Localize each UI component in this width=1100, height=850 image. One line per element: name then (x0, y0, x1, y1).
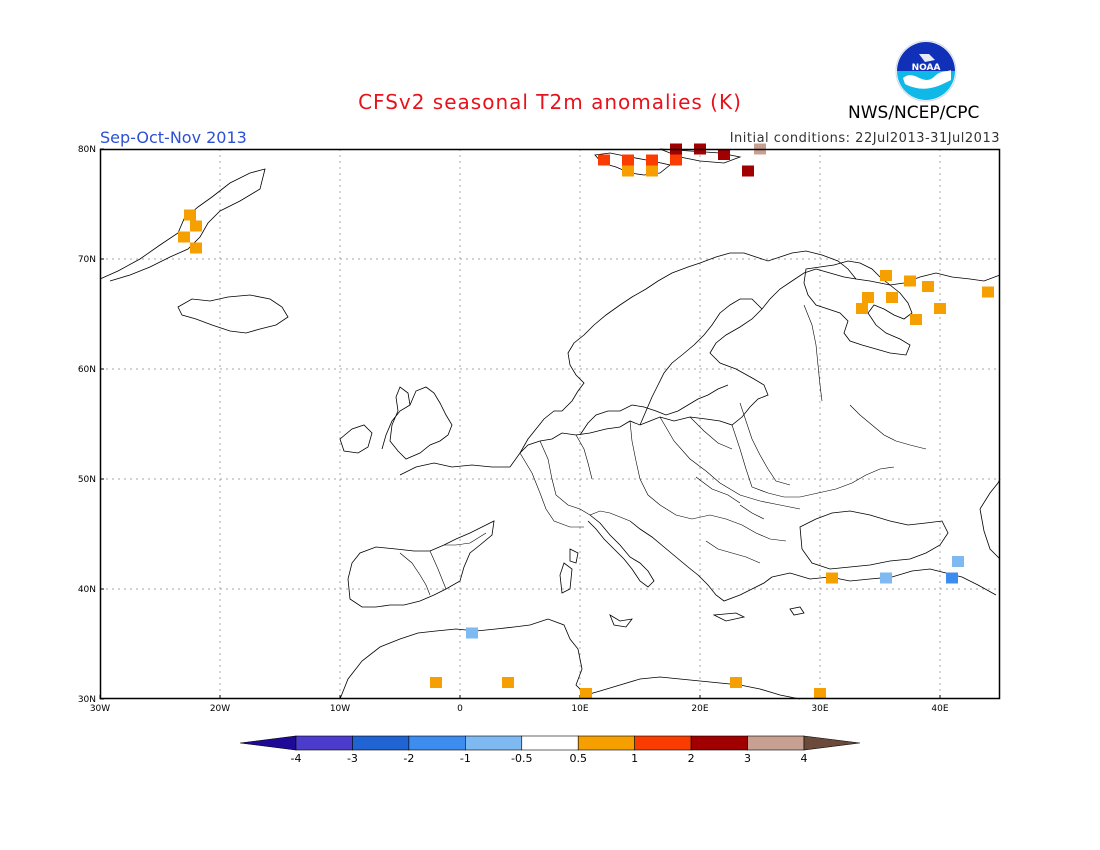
chart-title: CFSv2 seasonal T2m anomalies (K) (358, 90, 742, 114)
lat-tick-label: 60N (78, 365, 96, 375)
border-lines (399, 304, 927, 596)
colorbar-box (634, 735, 692, 751)
anomaly-cell (502, 677, 514, 688)
scandinavia-coast (519, 250, 857, 454)
anomaly-cell (880, 270, 892, 281)
colorbar-label: -0.5 (511, 752, 532, 765)
lon-tick-label: 0 (457, 704, 463, 714)
lat-tick-label: 30N (78, 695, 96, 705)
anomaly-cell (466, 627, 478, 639)
colorbar-label: 0.5 (569, 752, 587, 765)
colorbar-box (577, 735, 635, 751)
season-label: Sep-Oct-Nov 2013 (100, 128, 247, 147)
mediterranean-islands (559, 548, 805, 628)
colorbar-label: -4 (291, 752, 302, 765)
map-grid: 30W 20W 10W 0 10E 20E 30E 40E 30N 40N 50N 60N 70N 80N (78, 145, 1000, 714)
initial-conditions-label: Initial conditions: 22Jul2013-31Jul2013 (729, 131, 1000, 146)
british-isles-coast (339, 386, 453, 460)
anomaly-cell (598, 154, 610, 166)
kola-white-sea-coast (803, 260, 913, 356)
anomaly-cells (178, 143, 994, 699)
anomaly-cell (670, 154, 682, 166)
north-africa-coast (339, 618, 801, 700)
anomaly-cell (856, 303, 868, 314)
colorbar-label: -3 (347, 752, 358, 765)
colorbar-label: 2 (688, 752, 695, 765)
colorbar-box (521, 735, 579, 751)
noaa-logo-text: NOAA (912, 63, 941, 73)
anomaly-cell (862, 292, 874, 303)
anomaly-map: 30W 20W 10W 0 10E 20E 30E 40E 30N 40N 50N 60N 70N 80N (78, 143, 1001, 714)
anomaly-cell (982, 286, 994, 298)
anomaly-cell (880, 572, 892, 584)
anomaly-cell (946, 572, 958, 584)
baltic-coast (579, 384, 729, 436)
colorbar-box (408, 735, 466, 751)
anomaly-cell (622, 165, 634, 177)
anomaly-cell (730, 677, 742, 688)
agency-label: NWS/NCEP/CPC (848, 103, 980, 123)
colorbar-box (295, 735, 353, 751)
anomaly-cell (430, 677, 442, 688)
lon-tick-label: 40E (931, 704, 948, 714)
colorbar-label: 1 (631, 752, 638, 765)
colorbar-label: 4 (801, 752, 808, 765)
anomaly-cell (178, 231, 190, 243)
colorbar-labels: -4 -3 -2 -1 -0.5 0.5 1 2 3 4 (291, 752, 808, 765)
colorbar-label: 3 (744, 752, 751, 765)
lon-tick-label: 20E (691, 704, 708, 714)
caspian-coast (979, 478, 1001, 560)
lat-tick-label: 40N (78, 585, 96, 595)
anomaly-cell (742, 165, 754, 177)
map-frame (99, 148, 1001, 700)
anomaly-cell (922, 281, 934, 292)
colorbar-arrow-high (803, 735, 860, 751)
lon-tick-label: 30E (811, 704, 828, 714)
anomaly-cell (622, 154, 634, 166)
anomaly-cell (190, 242, 202, 254)
anomaly-cell (580, 688, 592, 699)
anomaly-cell (952, 556, 964, 567)
colorbar-label: -2 (403, 752, 414, 765)
iceland-coast (177, 294, 289, 334)
anomaly-cell (910, 314, 922, 325)
lat-tick-label: 50N (78, 475, 96, 485)
iberia-coast (347, 520, 495, 608)
lon-tick-label: 10W (330, 704, 350, 714)
balkans-coast (629, 520, 773, 602)
anomaly-cell (184, 209, 196, 221)
colorbar-box (690, 735, 748, 751)
anomaly-cell (646, 154, 658, 166)
noaa-logo-icon: NOAA (895, 40, 957, 102)
coastlines (99, 148, 1001, 700)
lon-tick-label: 30W (90, 704, 110, 714)
lon-tick-label: 10E (571, 704, 588, 714)
lat-tick-label: 80N (78, 145, 96, 155)
greenland-coast (99, 168, 266, 282)
europe-mainland-coast (399, 268, 1001, 476)
colorbar-box (465, 735, 523, 751)
colorbar-label: -1 (460, 752, 471, 765)
colorbar-boxes (240, 735, 860, 751)
anomaly-cell (934, 303, 946, 314)
anomaly-cell (904, 275, 916, 287)
colorbar-box (352, 735, 410, 751)
anomaly-cell (190, 220, 202, 232)
black-sea-coast (799, 510, 949, 570)
colorbar: -4 -3 -2 -1 -0.5 0.5 1 2 3 4 (240, 735, 860, 765)
colorbar-arrow-low (240, 735, 297, 751)
anomaly-cell (646, 165, 658, 177)
colorbar-box (747, 735, 805, 751)
anomaly-cell (886, 292, 898, 303)
anomaly-cell (718, 149, 730, 160)
lon-tick-label: 20W (210, 704, 230, 714)
lat-tick-label: 70N (78, 255, 96, 265)
anomaly-cell (814, 688, 826, 699)
anomaly-cell (826, 572, 838, 584)
italy-coast (587, 514, 655, 588)
